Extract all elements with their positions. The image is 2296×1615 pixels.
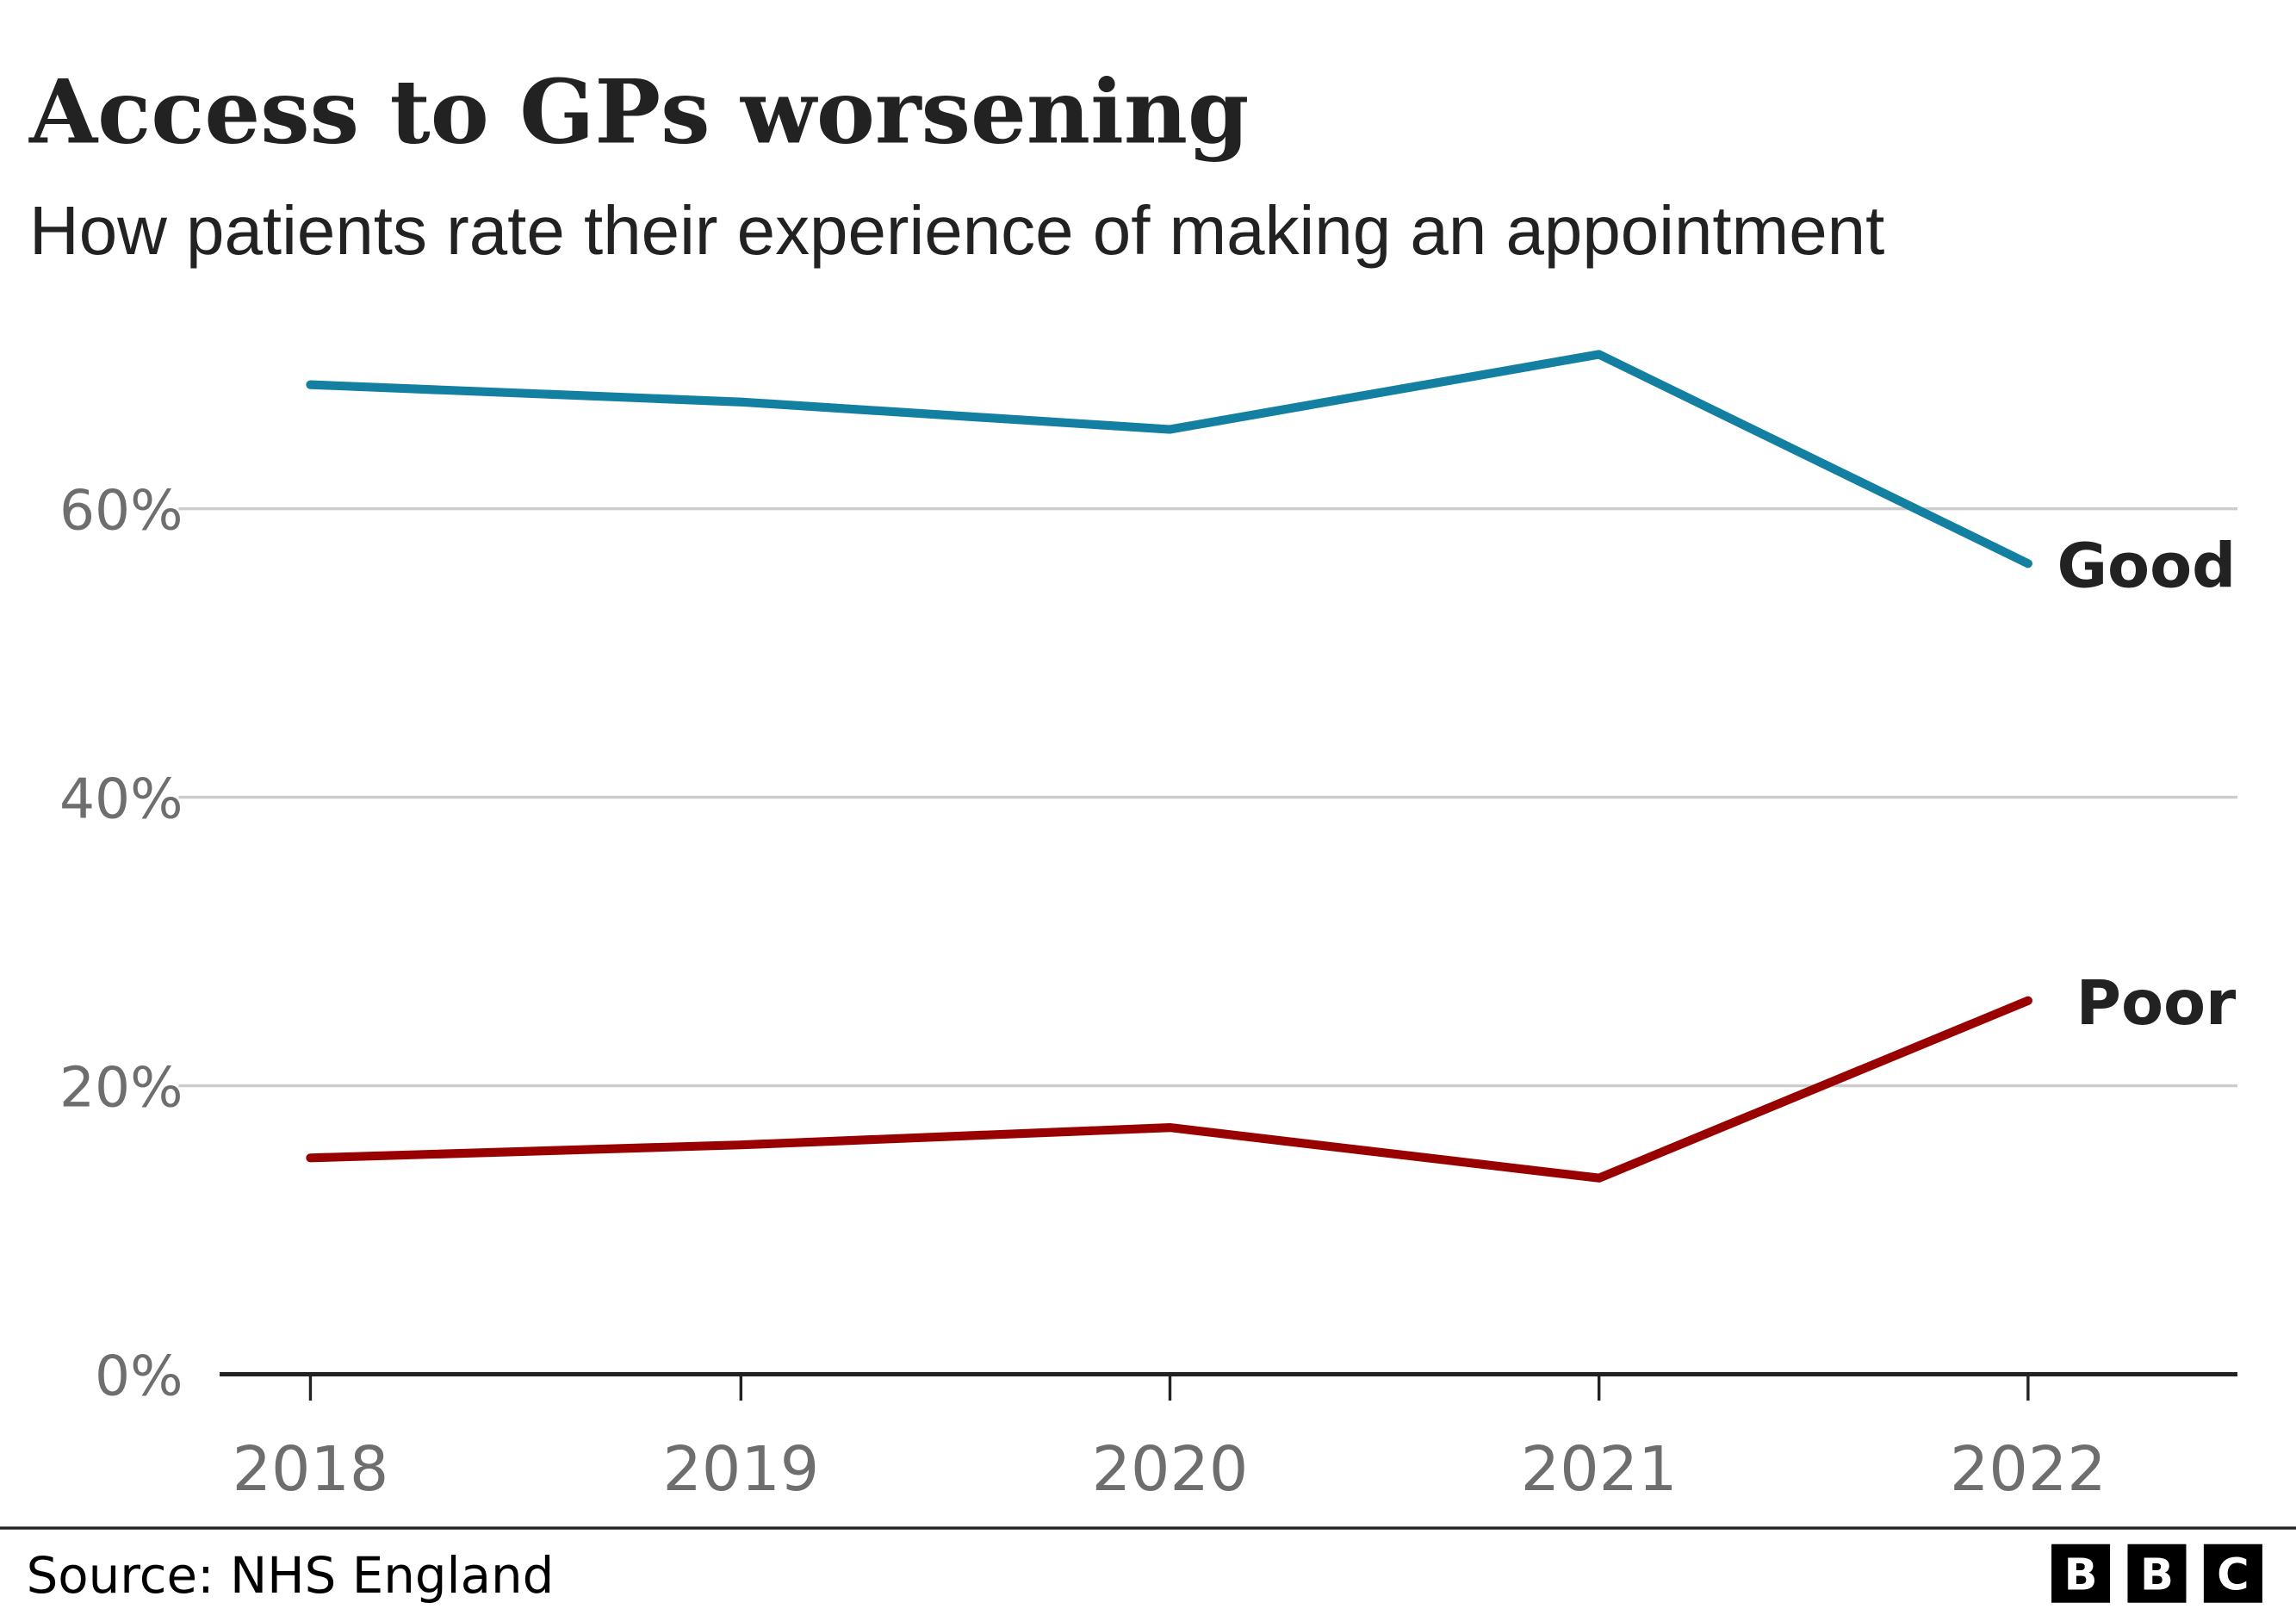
y-tick-label: 20% xyxy=(59,1055,183,1120)
x-tick-label: 2018 xyxy=(233,1433,389,1505)
x-tick-label: 2021 xyxy=(1521,1433,1678,1505)
series-lines: Good Poor xyxy=(306,350,2237,1183)
series-line-poor xyxy=(306,996,2032,1183)
series-label-good: Good xyxy=(2057,530,2236,601)
x-tick-label: 2022 xyxy=(1950,1433,2107,1505)
bbc-logo-letter: B xyxy=(2140,1550,2174,1600)
y-tick-label: 60% xyxy=(59,478,183,543)
x-tick-label: 2020 xyxy=(1092,1433,1249,1505)
bbc-logo-block xyxy=(2203,1544,2262,1603)
bbc-logo-letter: C xyxy=(2217,1550,2249,1600)
x-axis: 2018 2019 2020 2021 2022 xyxy=(220,1371,2237,1505)
y-tick-label: 40% xyxy=(59,767,183,831)
bbc-logo-block xyxy=(2051,1544,2111,1603)
y-axis-ticks: 0% 20% 40% 60% xyxy=(59,478,183,1408)
source-text: Source: NHS England xyxy=(27,1546,555,1605)
series-line-good xyxy=(306,350,2032,568)
chart-subtitle: How patients rate their experience of ma… xyxy=(29,192,1884,269)
x-tick-label: 2019 xyxy=(662,1433,819,1505)
y-tick-label: 0% xyxy=(95,1344,183,1408)
bbc-logo-block xyxy=(2127,1544,2187,1603)
series-label-poor: Poor xyxy=(2076,967,2237,1039)
gridlines xyxy=(178,506,2237,1088)
chart-title: Access to GPs worsening xyxy=(28,61,1249,165)
bbc-logo-letter: B xyxy=(2064,1550,2098,1600)
